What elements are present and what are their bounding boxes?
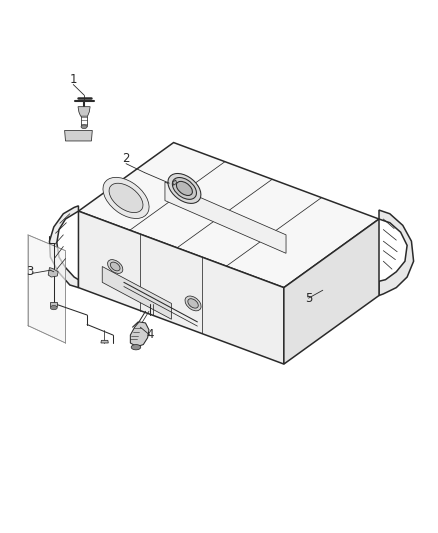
- Polygon shape: [284, 219, 379, 364]
- Text: 1: 1: [70, 74, 77, 86]
- Ellipse shape: [172, 177, 197, 199]
- Polygon shape: [50, 302, 57, 306]
- Polygon shape: [28, 235, 66, 343]
- Polygon shape: [379, 210, 413, 295]
- Polygon shape: [65, 131, 92, 141]
- Text: 2: 2: [123, 152, 130, 165]
- Polygon shape: [49, 206, 78, 288]
- Ellipse shape: [110, 262, 120, 271]
- Text: 3: 3: [27, 265, 34, 278]
- Ellipse shape: [188, 298, 198, 308]
- Ellipse shape: [131, 344, 141, 350]
- Polygon shape: [78, 211, 284, 364]
- Ellipse shape: [168, 173, 201, 204]
- Polygon shape: [102, 266, 171, 319]
- Polygon shape: [165, 182, 286, 253]
- Text: 4: 4: [146, 328, 154, 341]
- Polygon shape: [78, 142, 379, 288]
- Ellipse shape: [81, 125, 87, 128]
- Polygon shape: [131, 322, 149, 346]
- Ellipse shape: [109, 183, 143, 213]
- Polygon shape: [78, 107, 90, 116]
- Polygon shape: [101, 341, 108, 343]
- Ellipse shape: [108, 260, 123, 273]
- Polygon shape: [48, 268, 58, 277]
- Ellipse shape: [177, 181, 192, 196]
- Ellipse shape: [103, 177, 149, 219]
- Text: 5: 5: [305, 293, 313, 305]
- Ellipse shape: [185, 296, 201, 311]
- Polygon shape: [173, 180, 177, 185]
- Ellipse shape: [50, 305, 57, 310]
